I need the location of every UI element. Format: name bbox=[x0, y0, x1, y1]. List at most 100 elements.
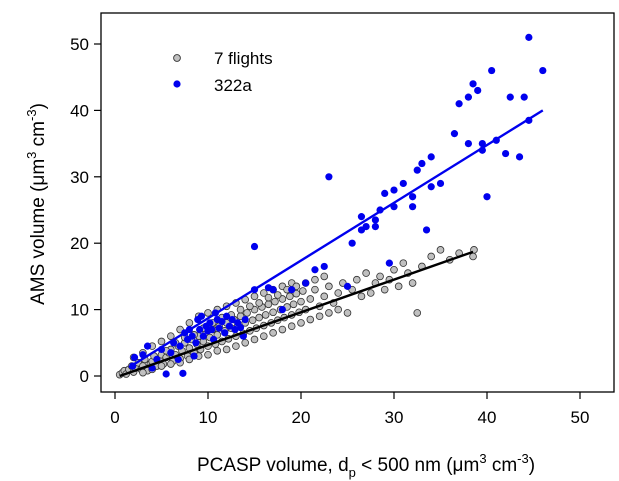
data-point-322a bbox=[278, 306, 286, 314]
data-point-7-flights bbox=[232, 342, 240, 350]
points-blue bbox=[129, 33, 547, 378]
data-point-7-flights bbox=[357, 292, 366, 301]
data-point-322a bbox=[450, 130, 459, 138]
data-point-322a bbox=[302, 279, 310, 287]
y-tick-label: 20 bbox=[70, 234, 89, 253]
data-point-7-flights bbox=[255, 299, 263, 307]
x-tick-label: 0 bbox=[110, 408, 119, 427]
data-point-322a bbox=[288, 286, 296, 294]
data-point-7-flights bbox=[157, 362, 166, 370]
data-point-322a bbox=[525, 33, 533, 41]
data-point-322a bbox=[130, 353, 139, 362]
data-point-322a bbox=[422, 226, 431, 234]
data-point-7-flights bbox=[261, 311, 270, 319]
data-point-7-flights bbox=[376, 272, 384, 281]
data-point-322a bbox=[343, 282, 352, 290]
data-point-7-flights bbox=[306, 315, 315, 324]
x-tick-label: 40 bbox=[478, 408, 497, 427]
data-point-322a bbox=[231, 325, 239, 334]
data-point-7-flights bbox=[213, 346, 222, 355]
data-point-322a bbox=[208, 325, 216, 334]
data-point-7-flights bbox=[320, 292, 329, 301]
y-tick-label: 40 bbox=[70, 101, 89, 120]
x-tick-label: 10 bbox=[199, 408, 218, 427]
data-point-322a bbox=[320, 262, 328, 271]
y-tick-label: 30 bbox=[70, 168, 89, 187]
x-ticks: 0 10 20 30 40 50 bbox=[110, 392, 589, 427]
fit-line-322a bbox=[128, 109, 544, 369]
data-point-322a bbox=[409, 203, 417, 211]
plot-frame bbox=[100, 12, 615, 393]
data-point-7-flights bbox=[399, 259, 408, 267]
data-point-322a bbox=[236, 323, 245, 332]
legend-marker-blue bbox=[173, 80, 181, 88]
data-point-322a bbox=[190, 352, 198, 360]
data-point-322a bbox=[427, 153, 435, 161]
data-point-7-flights bbox=[139, 368, 147, 377]
data-point-7-flights bbox=[325, 282, 333, 291]
data-point-7-flights bbox=[469, 252, 477, 261]
data-point-7-flights bbox=[408, 279, 417, 287]
data-point-322a bbox=[455, 100, 463, 108]
data-point-7-flights bbox=[380, 285, 389, 294]
data-point-322a bbox=[539, 66, 547, 75]
data-point-322a bbox=[325, 173, 333, 181]
data-point-322a bbox=[515, 153, 524, 161]
data-point-322a bbox=[311, 266, 319, 274]
data-point-7-flights bbox=[167, 360, 175, 368]
data-point-7-flights bbox=[255, 313, 263, 322]
data-point-7-flights bbox=[334, 289, 343, 297]
data-point-322a bbox=[418, 159, 426, 168]
data-point-322a bbox=[502, 149, 510, 158]
data-point-322a bbox=[506, 93, 514, 101]
fit-line-7-flights bbox=[119, 250, 474, 378]
data-point-7-flights bbox=[311, 275, 319, 284]
data-point-322a bbox=[371, 216, 379, 224]
data-point-322a bbox=[478, 140, 486, 148]
data-point-322a bbox=[221, 329, 229, 337]
data-point-322a bbox=[488, 66, 496, 75]
data-point-7-flights bbox=[320, 272, 329, 281]
legend: 7 flights 322a bbox=[173, 49, 273, 95]
data-point-7-flights bbox=[362, 269, 370, 277]
data-point-7-flights bbox=[236, 305, 245, 314]
data-point-322a bbox=[143, 342, 152, 350]
data-point-7-flights bbox=[436, 246, 445, 254]
data-point-7-flights bbox=[292, 289, 301, 298]
data-point-7-flights bbox=[390, 265, 398, 274]
data-point-322a bbox=[464, 93, 472, 101]
data-point-7-flights bbox=[343, 309, 352, 317]
data-point-7-flights bbox=[241, 338, 250, 347]
data-point-322a bbox=[483, 193, 491, 201]
data-point-322a bbox=[427, 183, 435, 191]
data-point-322a bbox=[241, 315, 249, 324]
data-point-7-flights bbox=[204, 350, 212, 359]
y-tick-label: 50 bbox=[70, 35, 89, 54]
data-point-322a bbox=[223, 312, 231, 320]
data-point-7-flights bbox=[297, 319, 305, 327]
y-tick-label: 0 bbox=[80, 367, 89, 386]
data-point-7-flights bbox=[413, 309, 422, 317]
data-point-7-flights bbox=[306, 295, 315, 303]
data-point-7-flights bbox=[250, 335, 259, 344]
data-point-7-flights bbox=[297, 297, 305, 306]
data-point-322a bbox=[167, 349, 175, 357]
data-point-7-flights bbox=[259, 289, 268, 297]
x-tick-label: 50 bbox=[571, 408, 590, 427]
data-point-7-flights bbox=[366, 289, 375, 297]
data-point-7-flights bbox=[427, 252, 436, 261]
data-point-322a bbox=[174, 355, 182, 363]
data-point-7-flights bbox=[334, 305, 343, 314]
y-tick-label: 10 bbox=[70, 301, 89, 320]
data-point-7-flights bbox=[243, 309, 251, 317]
data-point-322a bbox=[192, 339, 200, 347]
data-point-322a bbox=[269, 286, 277, 294]
data-point-322a bbox=[385, 259, 393, 267]
data-point-7-flights bbox=[299, 287, 307, 295]
data-point-7-flights bbox=[264, 300, 273, 309]
data-point-7-flights bbox=[259, 332, 268, 340]
data-point-7-flights bbox=[269, 329, 277, 337]
data-point-7-flights bbox=[248, 316, 257, 325]
data-point-322a bbox=[176, 342, 184, 350]
data-point-322a bbox=[179, 369, 187, 377]
